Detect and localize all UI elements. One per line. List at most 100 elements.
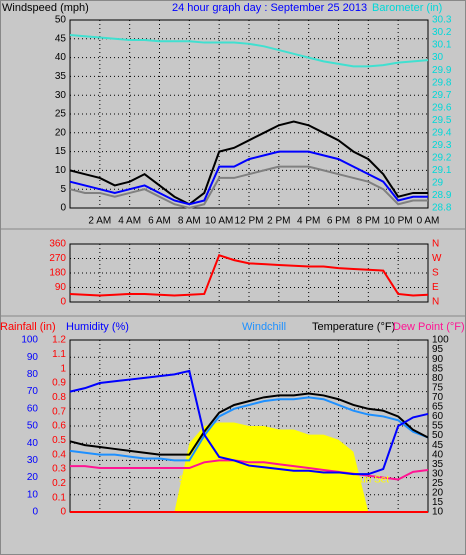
x-tick-label: 10 PM [384, 216, 413, 227]
annotation: Sun Set [353, 475, 389, 486]
line [69, 165, 428, 210]
y3-tick-label: 0.4 [52, 449, 66, 460]
y-tick-label: 20 [27, 472, 39, 483]
y-tick-label: 90 [27, 352, 39, 363]
y-tick-label: 30 [55, 90, 67, 101]
legend-label: Windchill [242, 321, 286, 333]
y-tick-label: 70 [27, 386, 39, 397]
y2-tick-label: S [432, 268, 439, 279]
y2-tick-label: N [432, 297, 439, 308]
y2-tick-label: 29.4 [432, 127, 452, 138]
y2-tick-label: 85 [432, 363, 444, 374]
y-tick-label: 5 [60, 184, 66, 195]
x-tick-label: 8 PM [357, 216, 380, 227]
y3-tick-label: 0.9 [52, 378, 66, 389]
y-tick-label: 270 [49, 253, 66, 264]
y-tick-label: 0 [32, 507, 38, 518]
y3-tick-label: 1.1 [52, 349, 66, 360]
x-tick-label: 6 PM [327, 216, 350, 227]
line [69, 392, 429, 456]
y-tick-label: 30 [27, 455, 39, 466]
y-tick-label: 35 [55, 71, 67, 82]
y3-tick-label: 0.6 [52, 421, 66, 432]
y3-tick-label: 0.8 [52, 392, 66, 403]
y2-tick-label: 90 [432, 354, 444, 365]
line [69, 254, 429, 297]
y2-tick-label: W [432, 253, 442, 264]
y-tick-label: 50 [55, 15, 67, 26]
y2-tick-label: 100 [432, 335, 449, 346]
legend-label: Dew Point (°F) [393, 321, 465, 333]
y2-tick-label: 29 [432, 178, 444, 189]
x-tick-label: 0 AM [417, 216, 440, 227]
y2-tick-label: 45 [432, 440, 444, 451]
y2-tick-label: 29.9 [432, 65, 452, 76]
x-tick-label: 2 PM [267, 216, 290, 227]
y3-tick-label: 0.2 [52, 478, 66, 489]
y2-tick-label: 30.3 [432, 15, 452, 26]
y2-tick-label: 30 [432, 52, 444, 63]
y-tick-label: 50 [27, 421, 39, 432]
line [69, 369, 429, 476]
chart-title: 24 hour graph day : September 25 2013 [172, 2, 367, 14]
y2-tick-label: 29.2 [432, 153, 452, 164]
y-tick-label: 45 [55, 33, 67, 44]
y2-tick-label: 70 [432, 392, 444, 403]
line [69, 34, 429, 68]
y2-tick-label: 40 [432, 449, 444, 460]
y2-tick-label: 29.5 [432, 115, 452, 126]
y-tick-label: 180 [49, 268, 66, 279]
y-tick-label: 100 [21, 335, 38, 346]
y2-tick-label: 29.1 [432, 165, 452, 176]
y2-tick-label: 28.8 [432, 203, 452, 214]
y3-tick-label: 0.1 [52, 492, 66, 503]
y-tick-label: 15 [55, 146, 67, 157]
y2-tick-label: 29.6 [432, 102, 452, 113]
y2-tick-label: 75 [432, 382, 444, 393]
x-tick-label: 2 AM [88, 216, 111, 227]
y-tick-label: 60 [27, 403, 39, 414]
y3-tick-label: 1.2 [52, 335, 66, 346]
y2-tick-label: 15 [432, 497, 444, 508]
line [69, 150, 428, 206]
y-axis-label: Windspeed (mph) [2, 2, 89, 14]
y2-tick-label: 80 [432, 373, 444, 384]
y3-axis-label: Rainfall (in) [0, 321, 56, 333]
x-tick-label: 8 AM [178, 216, 201, 227]
y2-tick-label: 50 [432, 430, 444, 441]
y2-tick-label: N [432, 239, 439, 250]
y2-tick-label: E [432, 282, 439, 293]
y-tick-label: 10 [55, 165, 67, 176]
y2-axis-label: Temperature (°F) [312, 321, 395, 333]
y-tick-label: 90 [55, 282, 67, 293]
y2-tick-label: 20 [432, 488, 444, 499]
y3-tick-label: 0.7 [52, 406, 66, 417]
y2-tick-label: 95 [432, 344, 444, 355]
y2-tick-label: 29.8 [432, 77, 452, 88]
line [69, 120, 428, 206]
line [70, 459, 429, 481]
y-tick-label: 40 [55, 52, 67, 63]
x-tick-label: 4 PM [297, 216, 320, 227]
y2-axis-label: Barometer (in) [372, 2, 442, 14]
y-tick-label: 0 [60, 203, 66, 214]
x-tick-label: 12 PM [235, 216, 264, 227]
x-tick-label: 6 AM [148, 216, 171, 227]
y-tick-label: 25 [55, 109, 67, 120]
y-tick-label: 360 [49, 239, 66, 250]
y2-tick-label: 29.7 [432, 90, 452, 101]
y-tick-label: 10 [27, 489, 39, 500]
y3-tick-label: 0.5 [52, 435, 66, 446]
y2-tick-label: 65 [432, 402, 444, 413]
y2-tick-label: 30.2 [432, 27, 452, 38]
y2-tick-label: 55 [432, 421, 444, 432]
y2-tick-label: 35 [432, 459, 444, 470]
y-tick-label: 80 [27, 369, 39, 380]
x-tick-label: 10 AM [205, 216, 233, 227]
y3-tick-label: 0.3 [52, 464, 66, 475]
y-tick-label: 20 [55, 127, 67, 138]
annotation: Sun Rise [179, 475, 220, 486]
y2-tick-label: 10 [432, 507, 444, 518]
x-tick-label: 4 AM [118, 216, 141, 227]
